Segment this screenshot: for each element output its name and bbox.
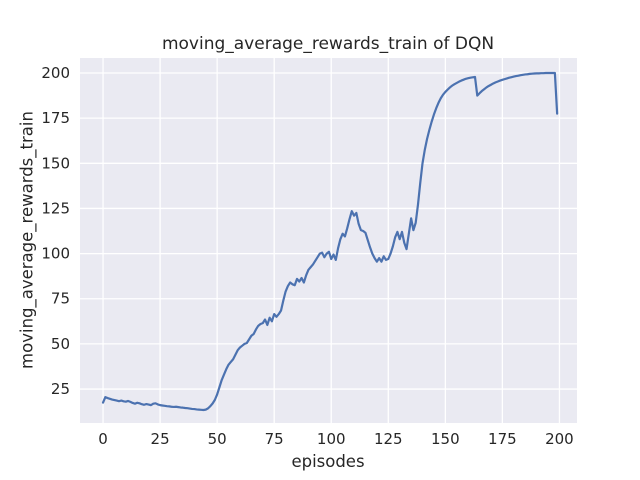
y-tick-label: 25 [51, 380, 70, 398]
x-tick-label: 125 [374, 430, 403, 448]
x-tick-label: 25 [151, 430, 170, 448]
x-tick-label: 150 [431, 430, 460, 448]
x-tick-label: 75 [265, 430, 284, 448]
x-tick-label: 100 [317, 430, 346, 448]
chart-title: moving_average_rewards_train of DQN [161, 34, 495, 54]
plot-area [80, 58, 577, 423]
reward-line-series [101, 71, 559, 412]
x-tick-label: 200 [545, 430, 574, 448]
y-tick-label: 125 [41, 199, 70, 217]
y-tick-label: 100 [41, 245, 70, 263]
y-tick-label: 150 [41, 154, 70, 172]
y-axis-label: moving_average_rewards_train [17, 111, 37, 369]
x-tick-label: 175 [488, 430, 517, 448]
x-tick-label: 0 [98, 430, 108, 448]
y-tick-label: 75 [51, 290, 70, 308]
y-tick-label: 200 [41, 64, 70, 82]
x-tick-label: 50 [208, 430, 227, 448]
y-tick-label: 50 [51, 335, 70, 353]
y-tick-label: 175 [41, 109, 70, 127]
x-axis-label: episodes [291, 452, 365, 471]
